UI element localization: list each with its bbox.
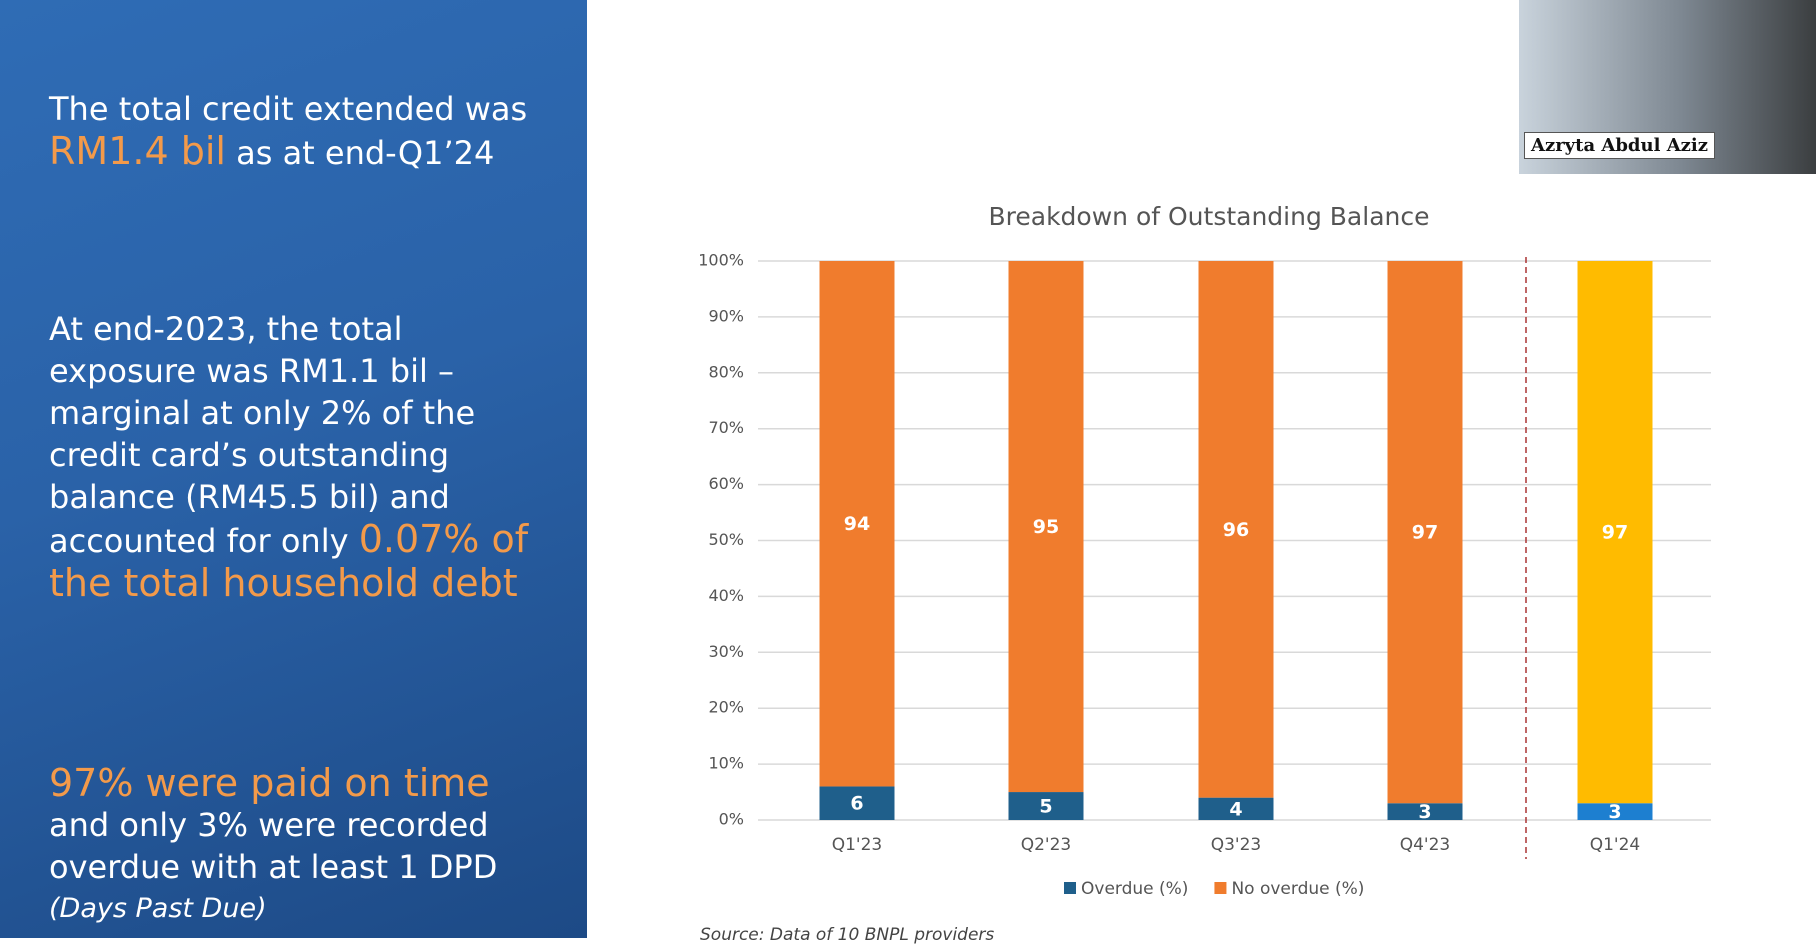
slide-text-panel: The total credit extended was RM1.4 bil … [0,0,587,938]
bar-segment [1387,803,1463,820]
legend-label: No overdue (%) [1231,879,1364,899]
data-label: 5 [1039,796,1052,818]
legend-label: Overdue (%) [1081,879,1188,899]
bar-segment [1577,803,1653,820]
data-label: 3 [1418,801,1431,823]
highlight: RM1.4 bil [49,129,226,173]
x-tick-label: Q2'23 [1021,835,1072,855]
chart-title: Breakdown of Outstanding Balance [988,202,1429,231]
y-tick-label: 60% [708,474,744,493]
data-label: 95 [1033,516,1059,538]
x-tick-label: Q4'23 [1400,835,1451,855]
bar-segment [819,261,895,787]
point: The total credit extended was RM1.4 bil … [49,88,549,174]
bar-segment [1577,261,1653,804]
legend-swatch [1064,882,1076,894]
y-tick-label: 50% [708,530,744,549]
data-label: 96 [1223,519,1249,541]
bar-segment [1008,261,1084,793]
highlight: 97% were paid on time [49,761,490,805]
bar-segment [1198,797,1274,820]
text: as at end-Q1’24 [236,134,495,172]
x-tick-label: Q1'23 [832,835,883,855]
text: The total credit extended was [49,90,528,128]
y-tick-label: 10% [708,754,744,773]
y-tick-label: 20% [708,698,744,717]
y-tick-label: 70% [708,418,744,437]
bar-segment [1198,261,1274,798]
y-tick-label: 100% [698,251,744,270]
y-tick-label: 30% [708,642,744,661]
note: (Days Past Due) [49,893,267,924]
source: Source: Data of 10 BNPL providers [700,925,995,945]
data-label: 97 [1412,522,1438,544]
point: 97% were paid on time and only 3% were re… [49,762,549,930]
participant-name: Azryta Abdul Aziz [1524,132,1715,159]
bar-segment [819,786,895,820]
y-tick-label: 40% [708,586,744,605]
data-label: 6 [850,793,863,815]
y-tick-label: 80% [708,362,744,381]
x-tick-label: Q3'23 [1211,835,1262,855]
y-tick-label: 0% [719,810,744,829]
y-tick-label: 90% [708,306,744,325]
text: and only 3% were recorded overdue with a… [49,806,498,886]
point: At end-2023, the total exposure was RM1.… [49,308,549,606]
bar-segment [1008,792,1084,820]
data-label: 4 [1229,798,1242,820]
x-tick-label: Q1'24 [1590,835,1641,855]
data-label: 94 [844,513,870,535]
bar-segment [1387,261,1463,804]
data-label: 3 [1608,801,1621,823]
legend-swatch [1214,882,1227,894]
data-label: 97 [1602,522,1628,544]
chart: Breakdown of Outstanding Balance 0% 10% 20%… [698,202,1711,899]
highlight: 0.07% of the total household debt [49,517,529,605]
text: At end-2023, the total exposure was RM1.… [49,310,476,560]
